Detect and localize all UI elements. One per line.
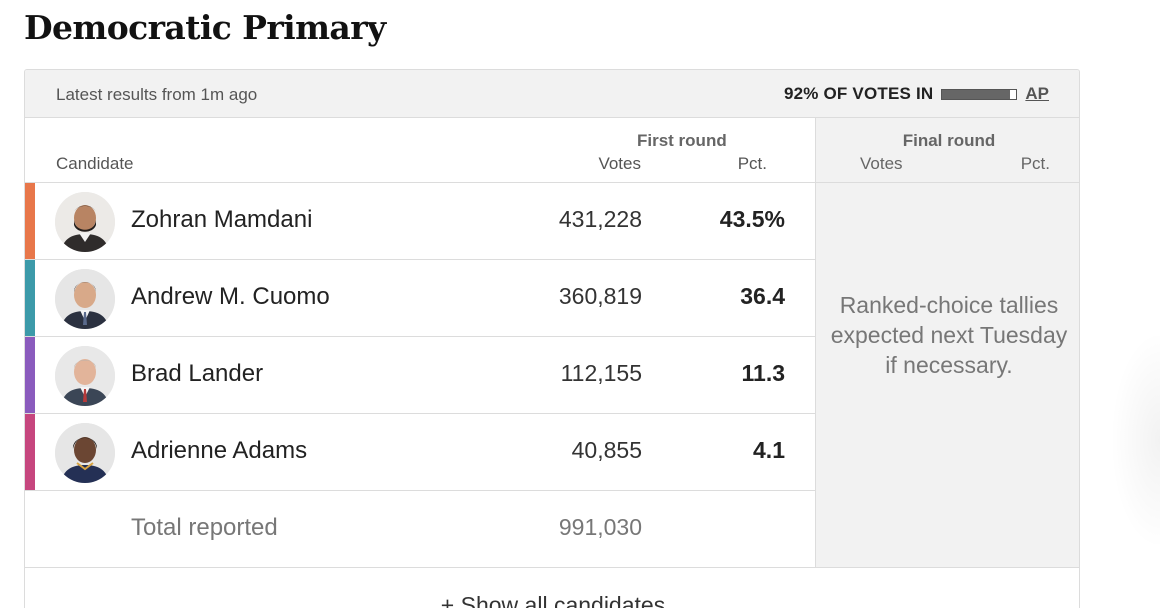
bottom-divider [25, 567, 1079, 568]
results-card: Latest results from 1m ago 92% OF VOTES … [24, 69, 1080, 608]
candidate-color-bar [25, 337, 35, 413]
ranked-choice-note: Ranked-choice tallies expected next Tues… [830, 292, 1068, 378]
edge-shadow [1110, 330, 1160, 550]
total-reported-row: Total reported 991,030 [25, 491, 815, 568]
candidate-pct: 43.5% [719, 206, 785, 232]
candidate-pct: 4.1 [753, 437, 785, 463]
candidate-votes: 360,819 [558, 283, 642, 309]
candidate-avatar [55, 346, 115, 406]
votes-in-progress-fill [942, 89, 1011, 99]
candidate-name: Zohran Mamdani [131, 206, 313, 233]
candidate-pct: 11.3 [741, 360, 786, 386]
candidate-row: Brad Lander 112,155 11.3 [25, 337, 815, 414]
final-votes-header: Votes [860, 154, 903, 173]
candidate-name: Brad Lander [131, 360, 264, 387]
candidate-row: Andrew M. Cuomo 360,819 36.4 [25, 260, 815, 337]
candidate-color-bar [25, 260, 35, 336]
candidate-row: Zohran Mamdani 431,228 43.5% [25, 183, 815, 260]
total-reported-votes: 991,030 [558, 514, 642, 540]
total-reported-label: Total reported [131, 514, 278, 541]
final-pct-header: Pct. [1020, 154, 1050, 173]
first-votes-header: Votes [598, 154, 641, 173]
latest-results-text: Latest results from 1m ago [56, 85, 258, 104]
results-status-bar: Latest results from 1m ago 92% OF VOTES … [25, 70, 1079, 118]
votes-in-progress-bar [941, 88, 1018, 100]
candidate-pct: 36.4 [740, 283, 785, 309]
candidate-row: Adrienne Adams 40,855 4.1 [25, 414, 815, 491]
final-round-header: Final round Votes Pct. [816, 118, 1079, 183]
first-pct-header: Pct. [737, 154, 767, 173]
header-divider [25, 182, 815, 183]
votes-in-indicator: 92% OF VOTES IN AP [784, 83, 1049, 105]
candidate-votes: 431,228 [558, 206, 642, 232]
source-link-ap[interactable]: AP [1025, 84, 1049, 103]
votes-in-text: 92% OF VOTES IN [783, 84, 934, 103]
candidate-name: Adrienne Adams [131, 437, 308, 464]
candidate-votes: 112,155 [560, 360, 642, 386]
show-all-candidates-button[interactable]: + Show all candidates [440, 592, 666, 608]
candidate-color-bar [25, 414, 35, 490]
first-round-title: First round [637, 131, 727, 150]
candidate-avatar [55, 269, 115, 329]
final-round-panel: Final round Votes Pct. Ranked-choice tal… [815, 118, 1079, 568]
candidate-votes: 40,855 [571, 437, 642, 463]
candidate-name: Andrew M. Cuomo [131, 283, 330, 310]
final-round-title: Final round [902, 131, 996, 150]
candidate-avatar [55, 423, 115, 483]
candidate-header: Candidate [56, 154, 134, 173]
page-title: Democratic Primary [24, 8, 386, 47]
candidate-color-bar [25, 183, 35, 259]
candidate-avatar [55, 192, 115, 252]
